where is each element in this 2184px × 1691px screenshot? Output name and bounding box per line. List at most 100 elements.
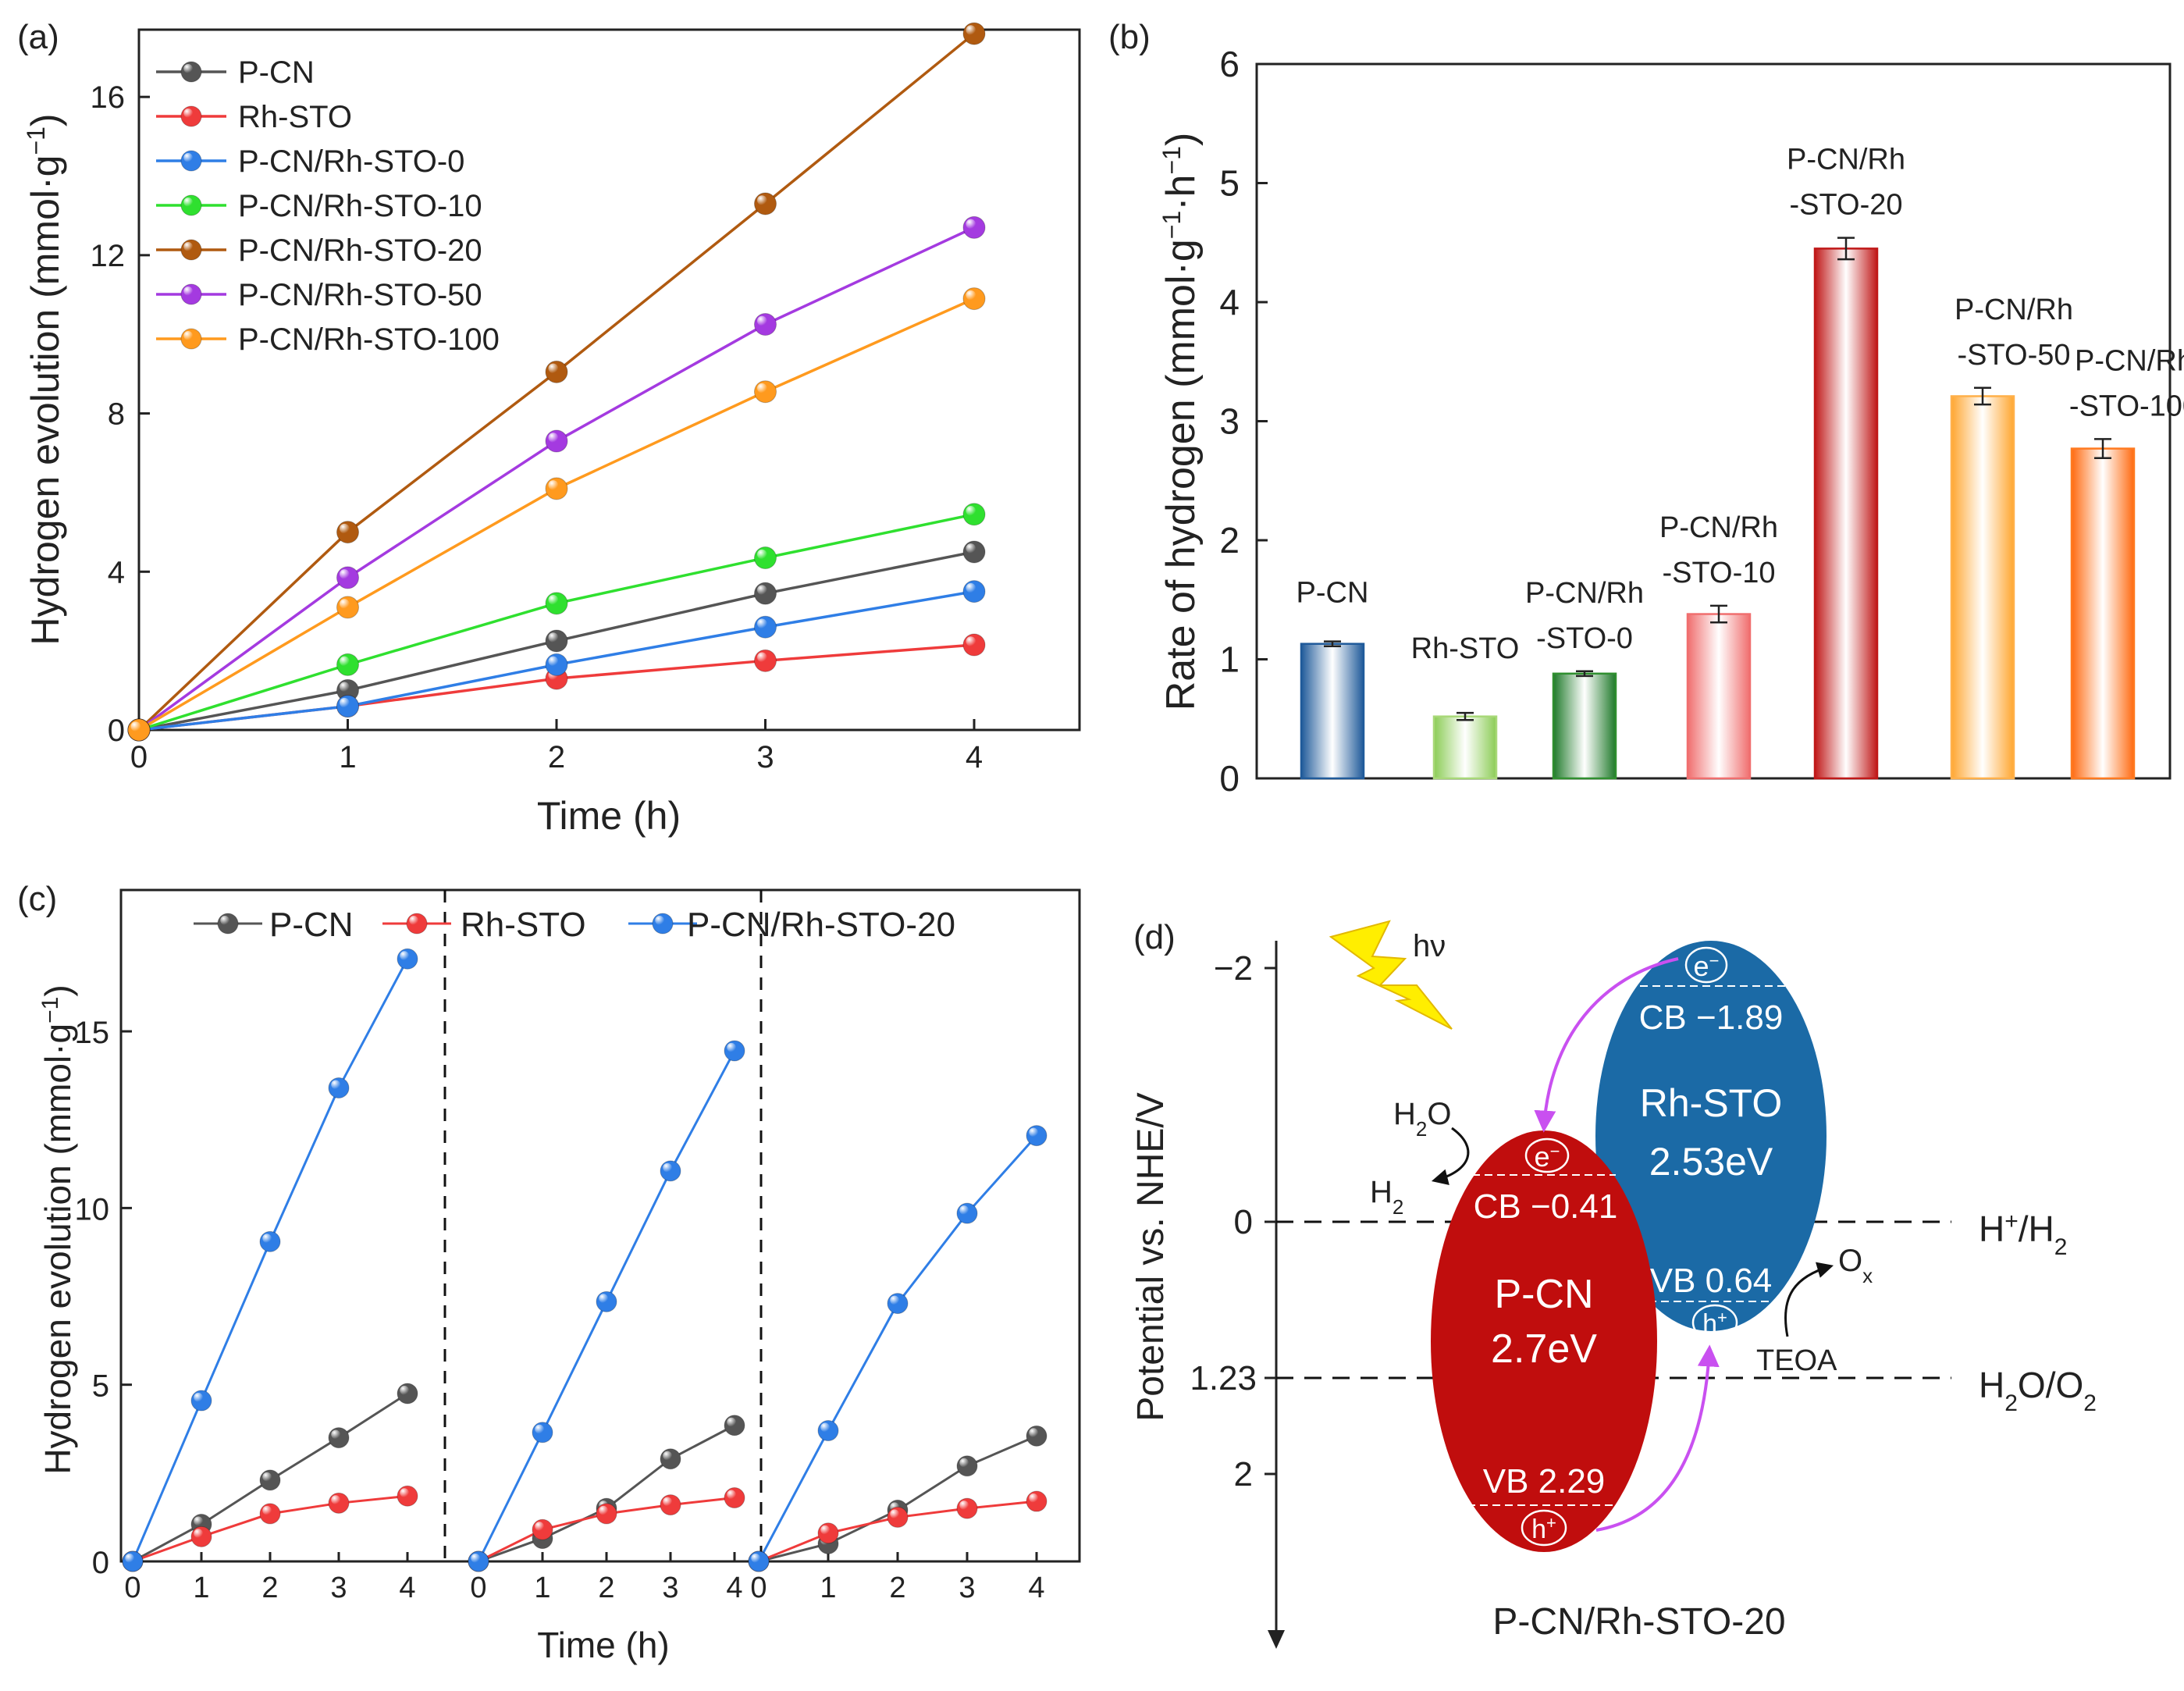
electron-transfer-arrow bbox=[1534, 957, 1679, 1133]
a-point bbox=[336, 596, 359, 619]
panel-a-xlabel: Time (h) bbox=[537, 794, 681, 838]
c-point-shine bbox=[959, 1458, 969, 1468]
a-legend-marker bbox=[180, 150, 202, 172]
a-legend-marker bbox=[180, 328, 202, 350]
c-xtick-label: 0 bbox=[124, 1572, 141, 1604]
a-legend-label: P-CN/Rh-STO-10 bbox=[238, 189, 482, 223]
panel-a-ylabel: Hydrogen evolution (mmol·g−1) bbox=[22, 113, 67, 645]
a-point bbox=[336, 695, 359, 718]
panel-c-legend: P-CN Rh-STO P-CN/Rh-STO-20 bbox=[194, 906, 955, 944]
pcn-band-ellipse bbox=[1431, 1130, 1657, 1552]
b-bar-label: -STO-10 bbox=[1662, 557, 1775, 589]
panel-d-ytick-2: 2 bbox=[1234, 1455, 1253, 1493]
panel-a-series bbox=[127, 22, 986, 742]
c-legend-label: P-CN/Rh-STO-20 bbox=[687, 906, 955, 944]
c-point-shine bbox=[400, 951, 409, 960]
c-line bbox=[478, 1424, 735, 1563]
c-point-shine bbox=[125, 1553, 134, 1563]
a-legend-marker-shine bbox=[183, 197, 193, 207]
b-bar bbox=[1300, 643, 1365, 780]
c-ytick-label: 5 bbox=[92, 1369, 109, 1404]
pcn-gap: 2.7eV bbox=[1491, 1326, 1597, 1372]
c-xtick-label: 3 bbox=[662, 1572, 678, 1604]
a-point-shine bbox=[340, 682, 350, 692]
a-point-shine bbox=[757, 315, 767, 326]
a-legend-marker-shine bbox=[183, 152, 193, 162]
panel-c-series bbox=[122, 948, 1048, 1572]
c-point-shine bbox=[535, 1424, 544, 1434]
c-point bbox=[397, 1383, 418, 1404]
c-legend-label: P-CN bbox=[269, 906, 354, 944]
c-legend-marker-shine bbox=[409, 915, 418, 925]
c-point bbox=[660, 1448, 681, 1470]
pcn-vb-label: VB 2.29 bbox=[1483, 1462, 1606, 1501]
c-point bbox=[748, 1550, 770, 1572]
c-point-shine bbox=[663, 1451, 672, 1461]
pcn-hole-symbol: h+ bbox=[1521, 1509, 1567, 1547]
h2o-label: H2O bbox=[1393, 1097, 1451, 1141]
a-legend-marker-shine bbox=[183, 63, 193, 73]
a-point bbox=[962, 22, 986, 45]
b-bar-label: P-CN/Rh bbox=[1787, 144, 1905, 176]
panel-c-ylabel: Hydrogen evolution (mmol·g−1) bbox=[37, 984, 79, 1474]
panel-c-frame bbox=[119, 888, 1081, 1563]
c-point bbox=[190, 1525, 212, 1547]
b-bar bbox=[1813, 247, 1879, 780]
a-point-shine bbox=[548, 632, 559, 643]
panel-a-frame bbox=[137, 28, 1081, 732]
a-point bbox=[127, 718, 151, 742]
a-point-shine bbox=[966, 543, 976, 554]
panel-c-xlabel: Time (h) bbox=[537, 1625, 670, 1665]
c-xtick-label: 1 bbox=[820, 1572, 836, 1604]
panel-d: (d) −2 0 1.23 2 Potential vs. NHE/V H+/H… bbox=[1130, 918, 2097, 1649]
a-point bbox=[754, 649, 777, 672]
c-point-shine bbox=[262, 1505, 272, 1515]
a-point-shine bbox=[757, 195, 767, 205]
c-line bbox=[758, 1434, 1037, 1563]
panel-c-label: (c) bbox=[17, 880, 57, 918]
pcn-electron-symbol: e− bbox=[1524, 1137, 1570, 1173]
panel-d-label: (d) bbox=[1133, 918, 1176, 956]
c-xtick-label: 3 bbox=[330, 1572, 347, 1604]
c-point-shine bbox=[727, 1490, 736, 1500]
b-bar-label: Rh-STO bbox=[1411, 632, 1520, 665]
c-point bbox=[397, 1485, 418, 1507]
a-xtick-label: 2 bbox=[548, 740, 565, 774]
c-point-shine bbox=[535, 1522, 544, 1531]
teoa-label: TEOA bbox=[1756, 1344, 1837, 1377]
lightning-bolt-icon bbox=[1329, 920, 1453, 1030]
rhsto-cb-label: CB −1.89 bbox=[1639, 999, 1784, 1037]
a-legend-label: Rh-STO bbox=[238, 100, 352, 134]
rhsto-electron-ring bbox=[1684, 946, 1728, 984]
c-xtick-label: 0 bbox=[750, 1572, 767, 1604]
c-ytick-label: 15 bbox=[75, 1016, 110, 1050]
rhsto-hole-text: h+ bbox=[1702, 1308, 1727, 1340]
c-point-shine bbox=[890, 1509, 899, 1519]
a-point-shine bbox=[340, 569, 350, 579]
a-point bbox=[962, 215, 986, 239]
c-point-shine bbox=[400, 1385, 409, 1395]
c-point bbox=[328, 1427, 350, 1449]
panel-d-axis-arrowhead bbox=[1268, 1630, 1285, 1649]
rhsto-electron-symbol: e− bbox=[1684, 946, 1728, 984]
c-point bbox=[817, 1420, 839, 1442]
b-ytick-label: 3 bbox=[1219, 401, 1240, 442]
c-point-shine bbox=[194, 1516, 203, 1526]
a-point bbox=[545, 477, 568, 500]
c-point-shine bbox=[1029, 1127, 1038, 1137]
c-ytick-label: 10 bbox=[75, 1192, 110, 1226]
b-ytick-label: 2 bbox=[1219, 520, 1240, 561]
panel-b-bars: P-CNRh-STOP-CN/Rh-STO-0P-CN/Rh-STO-10P-C… bbox=[1297, 144, 2184, 780]
c-point bbox=[397, 948, 418, 970]
c-point bbox=[328, 1077, 350, 1098]
panel-d-ytick-123: 1.23 bbox=[1190, 1359, 1257, 1397]
c-point bbox=[660, 1494, 681, 1516]
a-legend-marker-shine bbox=[183, 108, 193, 118]
a-point-shine bbox=[340, 599, 350, 609]
a-ytick-label: 16 bbox=[91, 80, 126, 115]
c-point bbox=[532, 1422, 553, 1444]
panel-a-label: (a) bbox=[17, 18, 59, 56]
a-point-shine bbox=[966, 506, 976, 516]
c-point-shine bbox=[1029, 1493, 1038, 1503]
